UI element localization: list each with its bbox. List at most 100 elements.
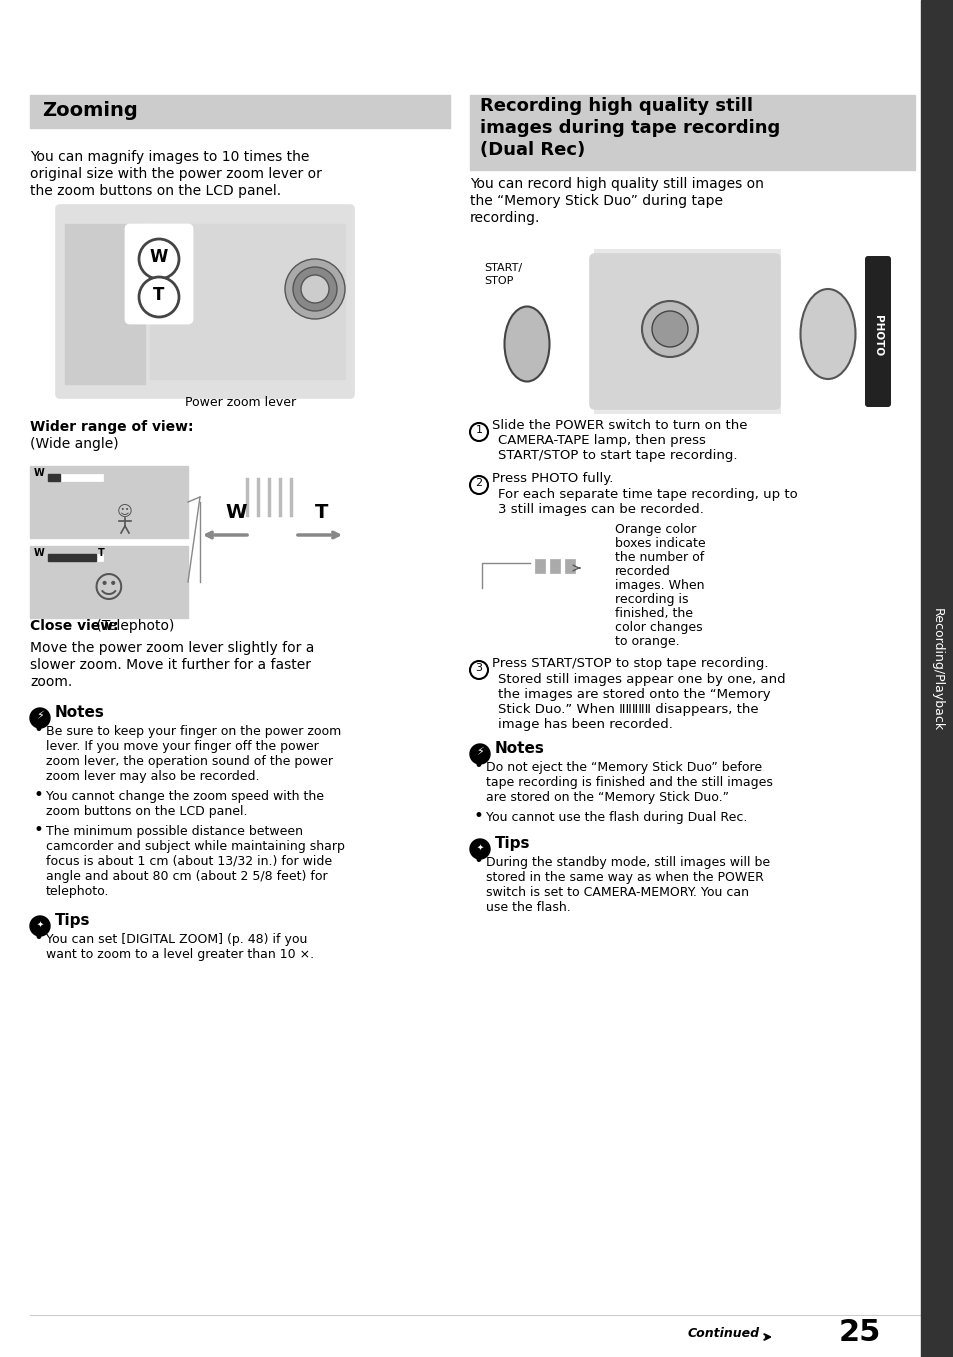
Text: During the standby mode, still images will be: During the standby mode, still images wi… xyxy=(485,856,769,868)
FancyBboxPatch shape xyxy=(210,465,335,528)
Text: ☺: ☺ xyxy=(117,503,132,518)
Text: Orange color: Orange color xyxy=(615,522,696,536)
Text: Tips: Tips xyxy=(495,836,530,851)
Text: •: • xyxy=(474,852,483,870)
Text: Press PHOTO fully.: Press PHOTO fully. xyxy=(492,472,613,484)
Circle shape xyxy=(470,661,488,678)
Circle shape xyxy=(470,423,488,441)
Text: The minimum possible distance between: The minimum possible distance between xyxy=(46,825,303,839)
Text: •: • xyxy=(34,721,44,740)
Text: images. When: images. When xyxy=(615,579,703,592)
Circle shape xyxy=(470,476,488,494)
Text: zoom lever, the operation sound of the power: zoom lever, the operation sound of the p… xyxy=(46,754,333,768)
Text: Continued: Continued xyxy=(687,1327,760,1339)
FancyBboxPatch shape xyxy=(781,242,902,422)
Bar xyxy=(48,554,103,560)
Text: Be sure to keep your finger on the power zoom: Be sure to keep your finger on the power… xyxy=(46,725,341,738)
Text: finished, the: finished, the xyxy=(615,607,692,620)
Text: images during tape recording: images during tape recording xyxy=(479,119,780,137)
Text: (Dual Rec): (Dual Rec) xyxy=(479,141,584,159)
Text: zoom buttons on the LCD panel.: zoom buttons on the LCD panel. xyxy=(46,805,247,818)
Text: slower zoom. Move it further for a faster: slower zoom. Move it further for a faste… xyxy=(30,658,311,672)
Text: ✦: ✦ xyxy=(36,920,44,928)
Text: ☺: ☺ xyxy=(92,575,124,604)
FancyBboxPatch shape xyxy=(864,256,890,407)
Circle shape xyxy=(470,839,490,859)
Text: Stored still images appear one by one, and: Stored still images appear one by one, a… xyxy=(497,673,785,687)
Text: Recording/Playback: Recording/Playback xyxy=(929,608,943,731)
Text: the zoom buttons on the LCD panel.: the zoom buttons on the LCD panel. xyxy=(30,185,281,198)
Text: image has been recorded.: image has been recorded. xyxy=(497,718,672,731)
FancyBboxPatch shape xyxy=(589,254,780,408)
Text: the images are stored onto the “Memory: the images are stored onto the “Memory xyxy=(497,688,770,702)
Text: ⚡: ⚡ xyxy=(36,711,44,721)
Text: to orange.: to orange. xyxy=(615,635,679,649)
Text: focus is about 1 cm (about 13/32 in.) for wide: focus is about 1 cm (about 13/32 in.) fo… xyxy=(46,855,332,868)
Circle shape xyxy=(139,277,179,318)
Bar xyxy=(550,559,559,573)
Text: You can record high quality still images on: You can record high quality still images… xyxy=(470,176,763,191)
Text: recording.: recording. xyxy=(470,210,539,225)
Text: zoom.: zoom. xyxy=(30,674,72,689)
Ellipse shape xyxy=(504,307,549,381)
Bar xyxy=(535,559,544,573)
Text: Power zoom lever: Power zoom lever xyxy=(185,396,295,408)
Text: the “Memory Stick Duo” during tape: the “Memory Stick Duo” during tape xyxy=(470,194,722,208)
Text: 2: 2 xyxy=(475,478,482,489)
Text: switch is set to CAMERA-MEMORY. You can: switch is set to CAMERA-MEMORY. You can xyxy=(485,886,748,898)
Text: Wider range of view:: Wider range of view: xyxy=(30,421,193,434)
Bar xyxy=(920,0,953,1357)
Text: T: T xyxy=(98,548,105,558)
Text: Slide the POWER switch to turn on the: Slide the POWER switch to turn on the xyxy=(492,419,747,432)
Circle shape xyxy=(651,311,687,347)
Text: •: • xyxy=(34,930,44,947)
Text: W: W xyxy=(150,248,168,266)
Text: •: • xyxy=(34,786,44,803)
Text: (Telephoto): (Telephoto) xyxy=(91,619,174,632)
Text: You cannot change the zoom speed with the: You cannot change the zoom speed with th… xyxy=(46,790,324,803)
Text: recording is: recording is xyxy=(615,593,688,607)
Text: START/STOP to start tape recording.: START/STOP to start tape recording. xyxy=(497,449,737,461)
Bar xyxy=(30,95,450,128)
Text: 3 still images can be recorded.: 3 still images can be recorded. xyxy=(497,503,703,516)
Text: For each separate time tape recording, up to: For each separate time tape recording, u… xyxy=(497,489,797,501)
Circle shape xyxy=(30,916,50,936)
Text: recorded: recorded xyxy=(615,565,670,578)
Bar xyxy=(470,533,604,608)
Text: Recording high quality still: Recording high quality still xyxy=(479,96,752,115)
FancyBboxPatch shape xyxy=(126,225,192,323)
Text: camcorder and subject while maintaining sharp: camcorder and subject while maintaining … xyxy=(46,840,345,854)
Circle shape xyxy=(285,259,345,319)
Text: stored in the same way as when the POWER: stored in the same way as when the POWER xyxy=(485,871,763,883)
Text: use the flash.: use the flash. xyxy=(485,901,570,915)
Text: ⚡: ⚡ xyxy=(476,746,483,757)
Text: Press START/STOP to stop tape recording.: Press START/STOP to stop tape recording. xyxy=(492,657,768,670)
Text: Stick Duo.” When ⅡⅡⅡⅡⅡ disappears, the: Stick Duo.” When ⅡⅡⅡⅡⅡ disappears, the xyxy=(497,703,758,716)
Text: original size with the power zoom lever or: original size with the power zoom lever … xyxy=(30,167,321,180)
Text: W: W xyxy=(34,548,45,558)
Text: START/: START/ xyxy=(483,263,521,273)
Text: are stored on the “Memory Stick Duo.”: are stored on the “Memory Stick Duo.” xyxy=(485,791,728,803)
Text: Zooming: Zooming xyxy=(42,100,137,119)
Bar xyxy=(470,95,914,170)
Text: •: • xyxy=(474,807,483,825)
Text: PHOTO: PHOTO xyxy=(872,315,882,357)
Text: 3: 3 xyxy=(475,664,482,673)
Text: CAMERA-TAPE lamp, then press: CAMERA-TAPE lamp, then press xyxy=(497,434,705,446)
Bar xyxy=(30,465,188,537)
Text: tape recording is finished and the still images: tape recording is finished and the still… xyxy=(485,776,772,788)
Text: You can set [DIGITAL ZOOM] (p. 48) if you: You can set [DIGITAL ZOOM] (p. 48) if yo… xyxy=(46,934,307,946)
Bar xyxy=(65,224,145,384)
Text: W: W xyxy=(34,468,45,478)
Circle shape xyxy=(470,744,490,764)
Text: (Wide angle): (Wide angle) xyxy=(30,437,118,451)
Text: Notes: Notes xyxy=(495,741,544,756)
Bar xyxy=(245,478,299,517)
Text: Move the power zoom lever slightly for a: Move the power zoom lever slightly for a xyxy=(30,641,314,655)
Text: •: • xyxy=(474,757,483,775)
Text: boxes indicate: boxes indicate xyxy=(615,537,705,550)
Text: STOP: STOP xyxy=(483,275,513,286)
Bar xyxy=(30,546,188,617)
Text: ✦: ✦ xyxy=(476,843,483,851)
Text: 1: 1 xyxy=(475,425,482,436)
